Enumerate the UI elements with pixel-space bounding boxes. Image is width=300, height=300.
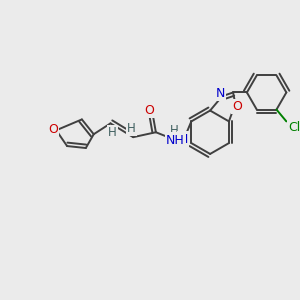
Text: Cl: Cl — [288, 121, 300, 134]
Text: H: H — [170, 124, 179, 137]
Text: N: N — [178, 133, 188, 146]
Text: NH: NH — [166, 134, 185, 147]
Text: O: O — [232, 100, 242, 113]
Text: H: H — [127, 122, 136, 135]
Text: O: O — [48, 123, 58, 136]
Text: N: N — [215, 87, 225, 100]
Text: O: O — [144, 104, 154, 117]
Text: H: H — [108, 126, 117, 139]
